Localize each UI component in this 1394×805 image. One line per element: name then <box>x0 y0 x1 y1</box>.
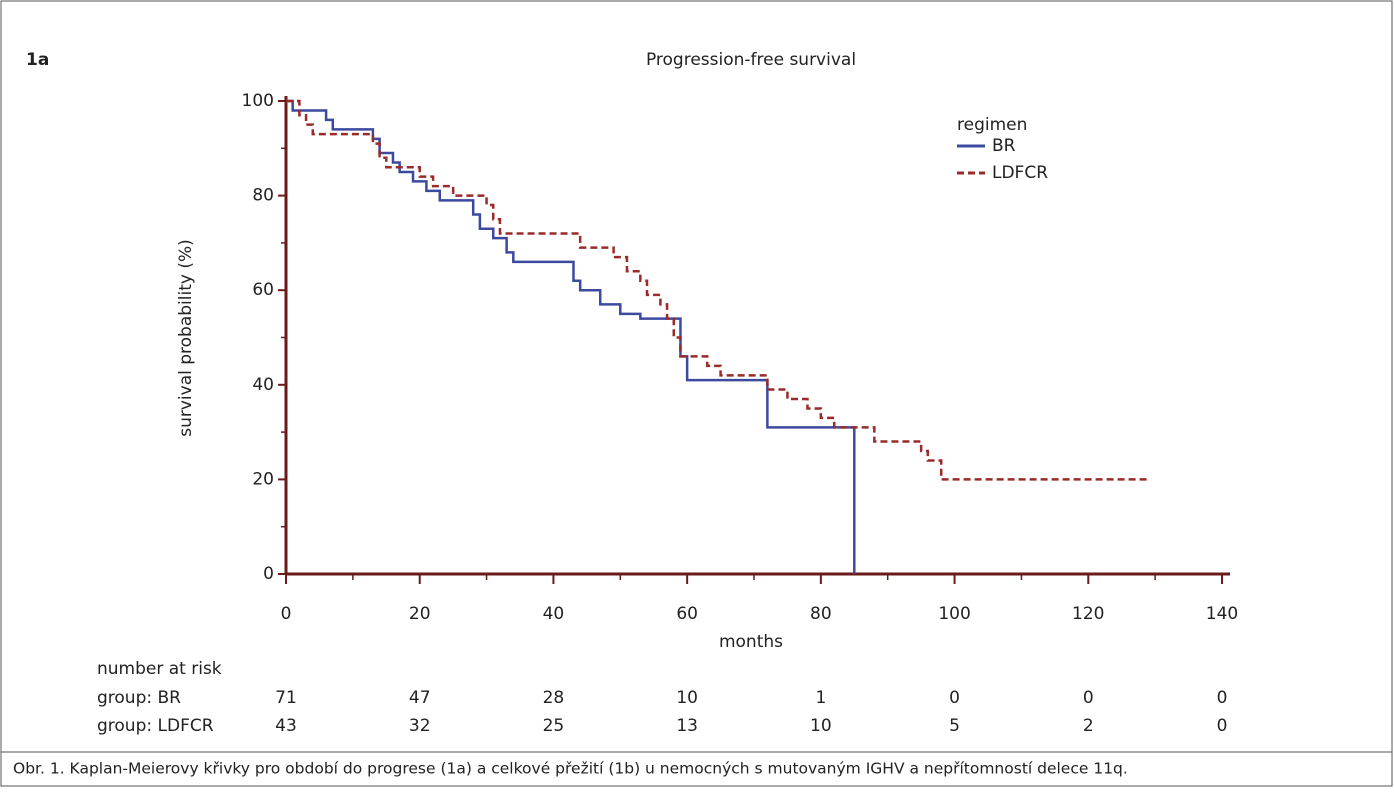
x-tick-label: 80 <box>810 604 832 624</box>
risk-count: 0 <box>1083 688 1094 708</box>
x-tick-label: 40 <box>543 604 565 624</box>
x-tick-label: 20 <box>409 604 431 624</box>
risk-count: 43 <box>275 716 297 736</box>
legend-title: regimen <box>957 115 1027 135</box>
y-axis-label: survival probability (%) <box>176 239 196 437</box>
x-axis-label: months <box>719 632 783 652</box>
x-tick-label: 140 <box>1206 604 1238 624</box>
risk-count: 32 <box>409 716 431 736</box>
risk-count: 71 <box>275 688 297 708</box>
y-tick-label: 60 <box>252 280 274 300</box>
y-tick-label: 40 <box>252 375 274 395</box>
risk-count: 0 <box>949 688 960 708</box>
x-tick-label: 0 <box>281 604 292 624</box>
risk-count: 2 <box>1083 716 1094 736</box>
legend-label: LDFCR <box>992 163 1048 183</box>
risk-count: 10 <box>676 688 698 708</box>
risk-table-title: number at risk <box>97 659 222 679</box>
risk-count: 0 <box>1217 716 1228 736</box>
y-tick-label: 0 <box>263 564 274 584</box>
frame <box>0 0 1393 787</box>
legend-label: BR <box>992 136 1016 156</box>
y-tick-label: 80 <box>252 186 274 206</box>
risk-count: 13 <box>676 716 698 736</box>
risk-count: 10 <box>810 716 832 736</box>
y-tick-label: 20 <box>252 469 274 489</box>
survival-curve <box>286 99 1149 481</box>
survival-curve <box>286 99 856 574</box>
risk-count: 5 <box>949 716 960 736</box>
risk-count: 47 <box>409 688 431 708</box>
risk-count: 1 <box>815 688 826 708</box>
caption: Obr. 1. Kaplan-Meierovy křivky pro obdob… <box>13 760 1128 778</box>
panel-label: 1a <box>26 50 49 70</box>
chart-title: Progression-free survival <box>646 50 856 70</box>
x-tick-label: 120 <box>1072 604 1104 624</box>
risk-row-label: group: BR <box>97 688 181 708</box>
risk-count: 25 <box>543 716 565 736</box>
risk-count: 28 <box>543 688 565 708</box>
x-tick-label: 100 <box>938 604 970 624</box>
risk-row-label: group: LDFCR <box>97 716 214 736</box>
x-tick-label: 60 <box>676 604 698 624</box>
y-tick-label: 100 <box>242 91 274 111</box>
risk-count: 0 <box>1217 688 1228 708</box>
